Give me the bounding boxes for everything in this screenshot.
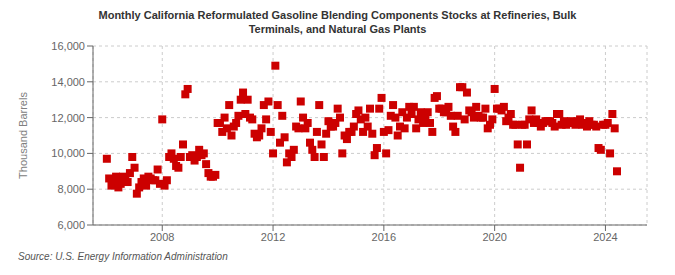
- html-text:Terminals, and Natural Gas Pla: Terminals, and Natural Gas Plants: [248, 23, 427, 35]
- svg-text:10,000: 10,000: [51, 147, 85, 159]
- svg-text:2012: 2012: [261, 231, 285, 243]
- svg-text:2024: 2024: [593, 231, 617, 243]
- svg-text:2008: 2008: [150, 231, 174, 243]
- svg-text:14,000: 14,000: [51, 76, 85, 88]
- html-text:Source: U.S. Energy Informatio: Source: U.S. Energy Information Administ…: [18, 251, 228, 262]
- svg-text:2020: 2020: [482, 231, 506, 243]
- svg-text:6,000: 6,000: [57, 219, 85, 231]
- html-text:Monthly California Reformulate: Monthly California Reformulated Gasoline…: [98, 9, 577, 21]
- svg-text:12,000: 12,000: [51, 112, 85, 124]
- svg-text:Thousand Barrels: Thousand Barrels: [17, 92, 29, 179]
- svg-text:2016: 2016: [372, 231, 396, 243]
- svg-text:16,000: 16,000: [51, 40, 85, 52]
- svg-text:8,000: 8,000: [57, 183, 85, 195]
